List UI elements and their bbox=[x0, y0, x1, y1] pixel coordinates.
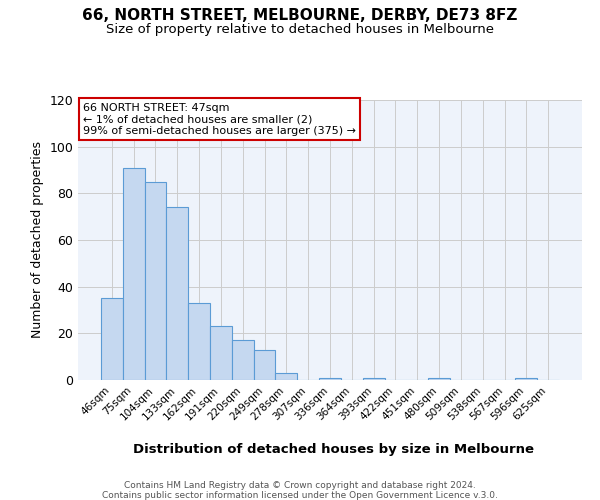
Bar bbox=[319, 378, 341, 380]
Y-axis label: Number of detached properties: Number of detached properties bbox=[31, 142, 44, 338]
Text: Distribution of detached houses by size in Melbourne: Distribution of detached houses by size … bbox=[133, 442, 533, 456]
Bar bbox=[145, 182, 166, 380]
Text: Contains public sector information licensed under the Open Government Licence v.: Contains public sector information licen… bbox=[102, 491, 498, 500]
Bar bbox=[515, 378, 537, 380]
Bar bbox=[254, 350, 275, 380]
Text: 66, NORTH STREET, MELBOURNE, DERBY, DE73 8FZ: 66, NORTH STREET, MELBOURNE, DERBY, DE73… bbox=[82, 8, 518, 22]
Bar bbox=[232, 340, 254, 380]
Bar bbox=[275, 373, 297, 380]
Bar bbox=[166, 208, 188, 380]
Bar bbox=[210, 326, 232, 380]
Text: Contains HM Land Registry data © Crown copyright and database right 2024.: Contains HM Land Registry data © Crown c… bbox=[124, 481, 476, 490]
Text: 66 NORTH STREET: 47sqm
← 1% of detached houses are smaller (2)
99% of semi-detac: 66 NORTH STREET: 47sqm ← 1% of detached … bbox=[83, 103, 356, 136]
Text: Size of property relative to detached houses in Melbourne: Size of property relative to detached ho… bbox=[106, 22, 494, 36]
Bar bbox=[123, 168, 145, 380]
Bar bbox=[363, 378, 385, 380]
Bar bbox=[428, 378, 450, 380]
Bar bbox=[101, 298, 123, 380]
Bar bbox=[188, 303, 210, 380]
